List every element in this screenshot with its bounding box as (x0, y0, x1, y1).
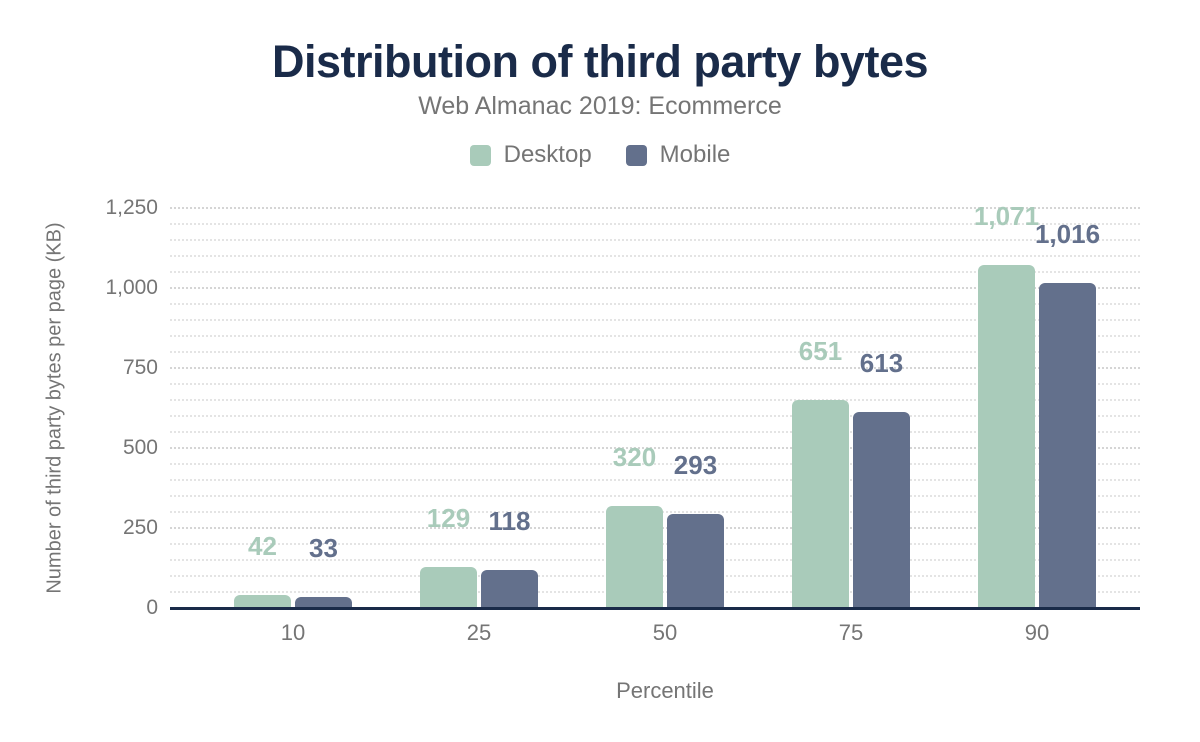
gridline-minor (170, 415, 1140, 417)
bar-mobile-p75 (853, 411, 910, 608)
legend-label-desktop: Desktop (503, 141, 592, 168)
y-tick-label: 0 (146, 596, 158, 619)
gridline-minor (170, 335, 1140, 337)
legend: Desktop Mobile (0, 141, 1200, 169)
y-tick-label: 1,250 (105, 196, 158, 219)
y-tick-label: 750 (122, 356, 158, 379)
bar-value-desktop-p90: 1,071 (973, 201, 1040, 232)
gridline-minor (170, 255, 1140, 257)
gridline-major (170, 367, 1140, 369)
y-tick-label: 1,000 (105, 276, 158, 299)
bar-desktop-p10 (234, 594, 291, 608)
bar-value-desktop-p50: 320 (612, 441, 657, 472)
bar-value-desktop-p25: 129 (426, 502, 471, 533)
y-tick-label: 500 (122, 436, 158, 459)
gridline-minor (170, 271, 1140, 273)
mobile-swatch-icon (625, 144, 647, 166)
gridline-minor (170, 303, 1140, 305)
chart-title: Distribution of third party bytes (271, 36, 929, 87)
bar-desktop-p75 (792, 399, 849, 608)
bar-mobile-p50 (667, 514, 724, 608)
gridline-minor (170, 431, 1140, 433)
gridline-minor (170, 239, 1140, 241)
x-tick-label: 90 (1024, 620, 1050, 645)
bar-desktop-p90 (978, 265, 1035, 608)
legend-label-mobile: Mobile (659, 141, 731, 168)
gridline-minor (170, 351, 1140, 353)
bar-value-mobile-p90: 1,016 (1034, 218, 1101, 249)
bar-desktop-p25 (420, 566, 477, 608)
bar-desktop-p50 (606, 505, 663, 608)
x-axis-line (170, 607, 1140, 610)
y-tick-label: 250 (122, 516, 158, 539)
bar-value-mobile-p25: 118 (488, 506, 531, 537)
bar-mobile-p25 (481, 570, 538, 608)
bar-mobile-p10 (295, 597, 352, 608)
gridline-major (170, 447, 1140, 449)
desktop-swatch-icon (469, 144, 491, 166)
bar-mobile-p90 (1039, 282, 1096, 608)
gridline-minor (170, 479, 1140, 481)
gridline-minor (170, 463, 1140, 465)
x-tick-label: 10 (280, 620, 306, 645)
gridline-minor (170, 319, 1140, 321)
gridline-minor (170, 223, 1140, 225)
gridline-minor (170, 383, 1140, 385)
gridline-major (170, 287, 1140, 289)
gridline-minor (170, 399, 1140, 401)
x-axis-title: Percentile (616, 678, 714, 703)
bar-value-desktop-p10: 42 (248, 530, 277, 561)
x-tick-label: 75 (838, 620, 864, 645)
bar-value-desktop-p75: 651 (798, 335, 843, 366)
gridline-minor (170, 495, 1140, 497)
chart-subtitle: Web Almanac 2019: Ecommerce (418, 92, 782, 120)
legend-item-mobile: Mobile (625, 141, 731, 169)
x-tick-label: 50 (652, 620, 678, 645)
bar-value-mobile-p50: 293 (673, 450, 718, 481)
bar-value-mobile-p75: 613 (859, 347, 904, 378)
legend-item-desktop: Desktop (469, 141, 592, 169)
gridline-major (170, 207, 1140, 209)
x-tick-label: 25 (466, 620, 492, 645)
bar-value-mobile-p10: 33 (309, 533, 338, 564)
